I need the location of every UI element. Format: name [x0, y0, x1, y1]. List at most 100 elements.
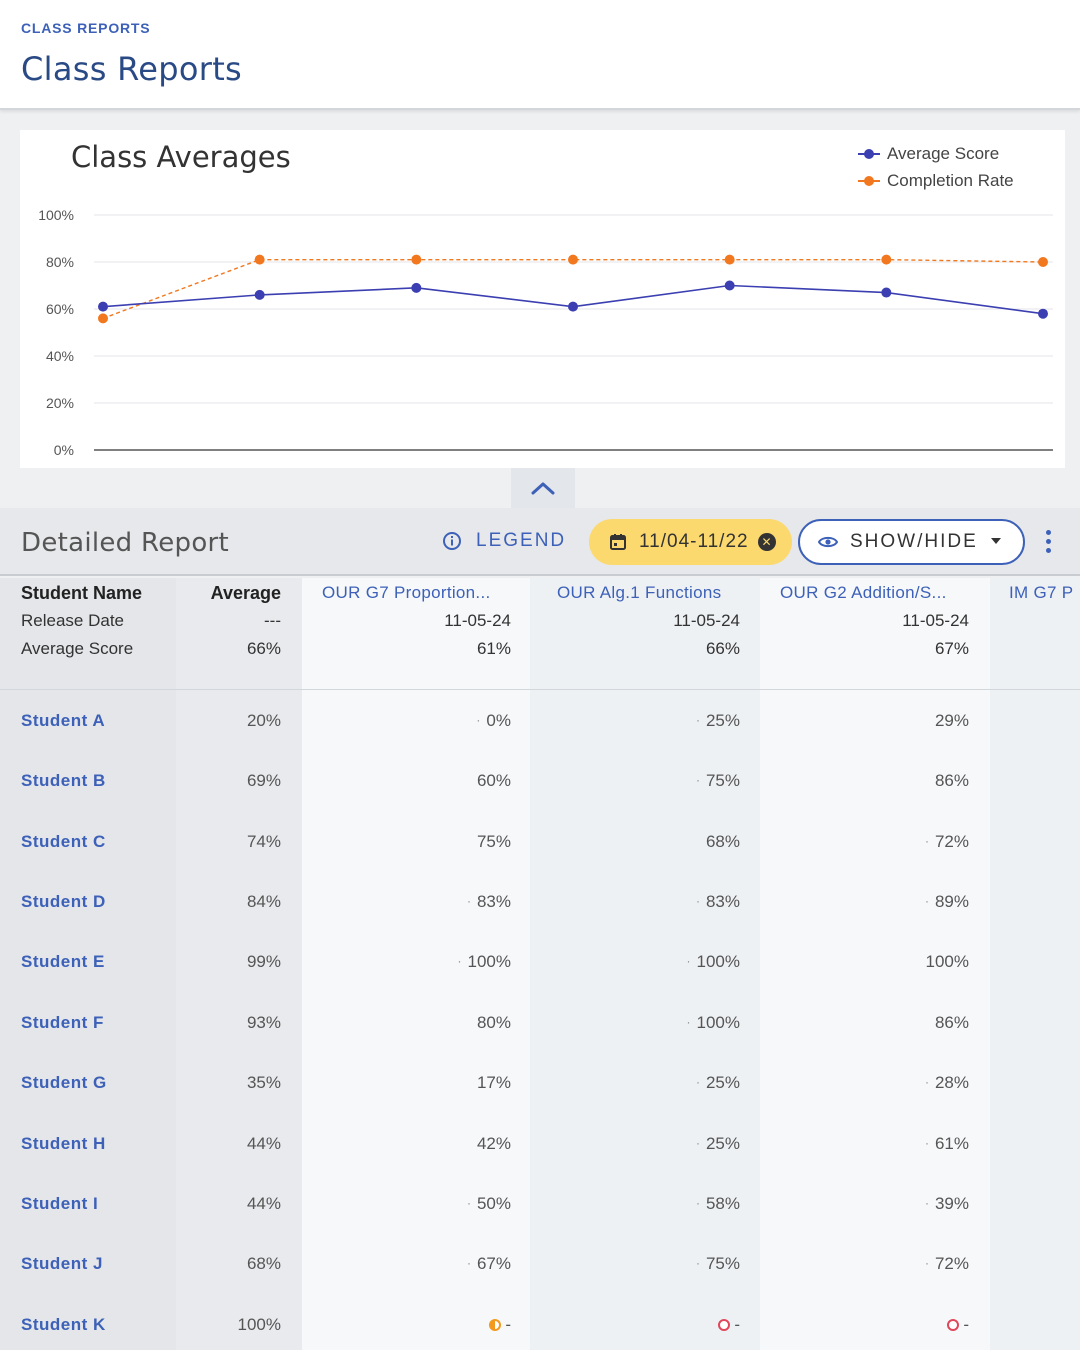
score-value: 100% — [467, 952, 511, 971]
score-cell[interactable]: · 58% — [696, 1194, 740, 1214]
score-cell[interactable]: · 83% — [696, 892, 740, 912]
score-cell[interactable]: · 72% — [925, 832, 969, 852]
score-cell[interactable]: · 100% — [458, 952, 511, 972]
score-cell[interactable]: - — [947, 1315, 969, 1335]
score-cell[interactable]: · 83% — [467, 892, 511, 912]
student-name-link[interactable]: Student I — [21, 1194, 99, 1213]
data-point-average-score[interactable] — [724, 280, 735, 291]
score-cell[interactable]: · 28% — [925, 1073, 969, 1093]
student-average: 99% — [246, 952, 281, 971]
score-cell[interactable]: · 100% — [687, 952, 740, 972]
class-averages-chart: 0% 20% 40% 60% 80% 100% Class Averages Averag… — [20, 130, 1065, 468]
score-cell[interactable]: 68% — [706, 832, 740, 852]
score-cell[interactable]: · 25% — [696, 711, 740, 731]
data-point-completion-rate[interactable] — [411, 254, 422, 265]
score-cell[interactable]: · 100% — [687, 1013, 740, 1033]
flag-dot-icon: · — [924, 1075, 929, 1089]
score-cell[interactable]: · 75% — [696, 1254, 740, 1274]
score-cell[interactable]: 17% — [477, 1073, 511, 1093]
flag-dot-icon: · — [695, 773, 700, 787]
data-point-completion-rate[interactable] — [1038, 257, 1048, 267]
score-value: 67% — [476, 1254, 511, 1273]
info-icon — [443, 532, 461, 550]
score-cell[interactable]: - — [718, 1315, 740, 1335]
score-cell[interactable]: · 25% — [696, 1073, 740, 1093]
student-average: 44% — [246, 1194, 281, 1213]
student-name-link[interactable]: Student D — [21, 892, 106, 911]
breadcrumb[interactable]: CLASS REPORTS — [21, 20, 151, 36]
date-range-label: 11/04-11/22 — [639, 531, 749, 552]
assignment-header-1[interactable]: OUR G7 Proportion... — [322, 583, 491, 602]
score-cell[interactable]: 75% — [477, 832, 511, 852]
score-cell[interactable]: · 72% — [925, 1254, 969, 1274]
student-average: 35% — [246, 1073, 281, 1092]
data-point-average-score[interactable] — [411, 282, 422, 293]
score-cell[interactable]: · 25% — [696, 1134, 740, 1154]
data-point-completion-rate[interactable] — [881, 254, 892, 265]
score-cell[interactable]: · 89% — [925, 892, 969, 912]
student-name-link[interactable]: Student K — [21, 1315, 106, 1334]
score-cell[interactable]: 29% — [935, 711, 969, 731]
score-cell[interactable]: · 75% — [696, 771, 740, 791]
legend-completion-rate[interactable]: Completion Rate — [858, 167, 1014, 194]
score-cell[interactable]: · 50% — [467, 1194, 511, 1214]
student-name-link[interactable]: Student C — [21, 832, 106, 851]
legend-button[interactable]: LEGEND — [442, 526, 566, 556]
student-name-link[interactable]: Student A — [21, 711, 106, 730]
student-average: 84% — [246, 892, 281, 911]
score-value: 83% — [705, 892, 740, 911]
score-cell[interactable]: 80% — [477, 1013, 511, 1033]
calendar-icon — [610, 534, 626, 550]
score-value: 0% — [486, 711, 511, 730]
data-point-average-score[interactable] — [1038, 308, 1048, 319]
score-cell[interactable]: - — [489, 1315, 511, 1335]
score-cell[interactable]: · 39% — [925, 1194, 969, 1214]
flag-dot-icon: · — [695, 894, 700, 908]
score-cell[interactable]: 86% — [935, 771, 969, 791]
score-cell[interactable]: 60% — [477, 771, 511, 791]
score-cell[interactable]: 86% — [935, 1013, 969, 1033]
data-point-completion-rate[interactable] — [568, 254, 578, 265]
student-name-link[interactable]: Student H — [21, 1134, 106, 1153]
data-point-average-score[interactable] — [568, 301, 578, 312]
average-release-date: --- — [264, 611, 281, 630]
chart-title: Class Averages — [71, 140, 291, 174]
flag-dot-icon: · — [476, 713, 481, 727]
y-tick-label: 100% — [38, 207, 74, 223]
collapse-chart-button[interactable] — [511, 468, 575, 508]
show-hide-button[interactable]: SHOW/HIDE — [798, 519, 1025, 565]
score-cell[interactable]: · 0% — [476, 711, 511, 731]
header-student-name: Student Name — [21, 583, 143, 603]
student-name-link[interactable]: Student G — [21, 1073, 107, 1092]
name-column-bg — [0, 578, 176, 1350]
data-point-completion-rate[interactable] — [98, 313, 108, 324]
clear-date-icon[interactable]: ✕ — [758, 533, 776, 551]
more-options-icon[interactable] — [1040, 528, 1056, 556]
assignment-header-4[interactable]: IM G7 P — [1009, 583, 1074, 602]
data-point-average-score[interactable] — [254, 289, 265, 300]
data-point-average-score[interactable] — [98, 301, 108, 312]
score-cell[interactable]: 100% — [926, 952, 969, 972]
score-value: 100% — [696, 1013, 740, 1032]
score-value: 50% — [476, 1194, 511, 1213]
student-average: 68% — [246, 1254, 281, 1273]
data-point-completion-rate[interactable] — [724, 254, 735, 265]
assignment-header-2[interactable]: OUR Alg.1 Functions — [557, 583, 722, 602]
flag-dot-icon: · — [924, 834, 929, 848]
legend-average-score[interactable]: Average Score — [858, 140, 1014, 167]
student-name-link[interactable]: Student B — [21, 771, 106, 790]
data-point-average-score[interactable] — [881, 287, 892, 298]
student-name-link[interactable]: Student F — [21, 1013, 104, 1032]
header-divider — [0, 689, 1080, 690]
detailed-report-table: Student Name Release Date Average Score … — [0, 578, 1080, 1350]
data-point-completion-rate[interactable] — [254, 254, 265, 265]
score-cell[interactable]: · 61% — [925, 1134, 969, 1154]
score-cell[interactable]: · 67% — [467, 1254, 511, 1274]
student-name-link[interactable]: Student E — [21, 952, 105, 971]
score-cell[interactable]: 42% — [477, 1134, 511, 1154]
page-title: Class Reports — [21, 50, 243, 88]
date-range-chip[interactable]: 11/04-11/22 ✕ — [589, 519, 792, 565]
average-column-bg — [176, 578, 302, 1350]
student-name-link[interactable]: Student J — [21, 1254, 103, 1273]
assignment-header-3[interactable]: OUR G2 Addition/S... — [780, 583, 947, 602]
